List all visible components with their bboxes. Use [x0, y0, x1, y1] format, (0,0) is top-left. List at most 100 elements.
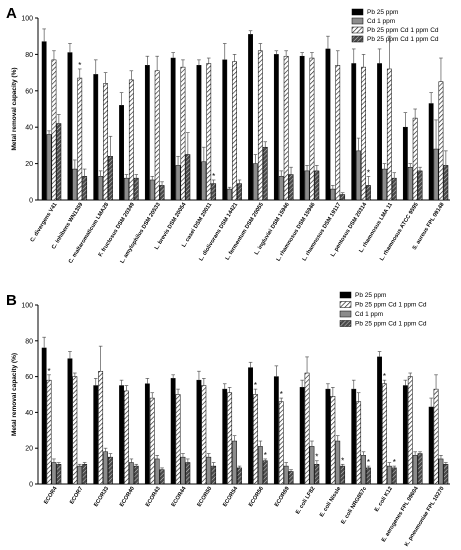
legend-swatch — [351, 35, 364, 43]
x-tick-label: ECOR43 — [145, 486, 162, 508]
bar — [133, 177, 139, 201]
bar — [335, 65, 341, 201]
bar — [232, 61, 237, 201]
bar — [283, 55, 289, 201]
bar — [438, 458, 444, 485]
bar — [41, 347, 47, 485]
bar — [159, 185, 165, 201]
bar — [98, 370, 104, 485]
legend-label: Pb 25 ppm Cd 1 ppm Cd — [367, 36, 439, 43]
legend-label: Pb 25 ppm Cd 1 ppm Cd — [355, 321, 427, 328]
bar — [149, 179, 155, 201]
legend-swatch — [339, 301, 352, 308]
bar — [412, 455, 418, 485]
bar — [304, 372, 310, 485]
bar — [201, 385, 207, 485]
bar — [196, 65, 202, 201]
bar — [51, 462, 57, 485]
y-tick-label: 20 — [25, 161, 33, 168]
bar — [412, 117, 418, 201]
bar — [211, 183, 217, 201]
bar — [248, 34, 253, 201]
bar — [72, 168, 78, 201]
bar — [119, 105, 124, 201]
chart-panel-a: A 0 20 40 60 80 100 Metal removal capacity (%) C… — [6, 5, 450, 265]
bar — [288, 174, 294, 201]
significance-asterisk: * — [341, 456, 344, 465]
bar — [170, 57, 176, 201]
bar — [443, 165, 449, 201]
bar — [93, 385, 99, 485]
bar — [382, 168, 387, 201]
bar — [443, 464, 449, 485]
bar — [340, 194, 346, 201]
significance-asterisk: * — [47, 367, 50, 376]
legend-label: Cd 1 ppm — [355, 311, 383, 318]
bar — [299, 55, 305, 201]
bar — [108, 456, 113, 485]
legend-label: Pb 25 ppm Cd 1 ppm Cd — [355, 302, 427, 309]
bar — [386, 465, 392, 485]
bar — [77, 77, 83, 201]
x-tick-label: ECOR4 — [43, 485, 59, 505]
bar — [330, 396, 336, 485]
bar — [93, 74, 99, 201]
bar — [185, 154, 191, 201]
bar — [77, 465, 83, 485]
x-tick-label: ECOR54 — [222, 485, 239, 508]
bar — [340, 465, 346, 485]
chart-panel-b: B 0 20 40 60 80 100 Metal removal capacity (%) E… — [6, 291, 450, 548]
bar — [330, 188, 336, 201]
bar — [325, 388, 331, 485]
significance-asterisk: * — [383, 372, 386, 381]
legend-label: Pb 25 ppm — [355, 292, 386, 299]
significance-asterisk: * — [315, 453, 318, 462]
bar — [428, 103, 434, 201]
bar — [128, 79, 134, 201]
x-tick-label: ECOR69 — [274, 486, 291, 508]
y-tick-label: 60 — [25, 374, 33, 381]
bar — [262, 460, 268, 485]
bar — [180, 66, 186, 201]
bar — [262, 146, 268, 201]
bar — [144, 383, 150, 485]
x-tick-label: ECOR40 — [119, 486, 136, 508]
significance-asterisk: * — [212, 172, 215, 181]
bar — [382, 383, 387, 485]
bar — [248, 367, 253, 485]
bar — [227, 392, 233, 485]
bar — [386, 68, 392, 201]
legend-label: Pb 25 ppm — [367, 9, 398, 16]
bar — [253, 163, 258, 201]
bar — [103, 451, 108, 485]
bar — [144, 65, 150, 201]
bar — [356, 150, 362, 201]
bar — [149, 397, 155, 485]
x-tick-label: E. coli Nissle — [319, 486, 342, 518]
legend-label: Pb 25 ppm Cd 1 ppm Cd — [367, 27, 439, 34]
significance-asterisk: * — [367, 168, 370, 177]
x-tick-label: ECOR33 — [93, 486, 110, 508]
significance-asterisk: * — [78, 61, 81, 70]
bar — [335, 440, 341, 485]
bar — [56, 464, 62, 485]
bar — [407, 166, 413, 201]
bar — [237, 183, 242, 201]
y-tick-label: 40 — [25, 125, 33, 132]
bar — [154, 458, 160, 485]
bar — [196, 379, 202, 485]
bar — [222, 388, 228, 485]
bar — [108, 156, 113, 201]
bar — [366, 185, 371, 201]
bar — [56, 123, 62, 201]
bar — [314, 464, 320, 485]
bar — [159, 469, 165, 485]
bar — [46, 379, 52, 485]
bar — [417, 170, 423, 201]
y-tick-label: 80 — [25, 338, 33, 345]
bar — [402, 385, 408, 485]
bar — [206, 63, 212, 201]
y-tick-label: 100 — [21, 303, 33, 310]
y-tick-label: 60 — [25, 88, 33, 95]
